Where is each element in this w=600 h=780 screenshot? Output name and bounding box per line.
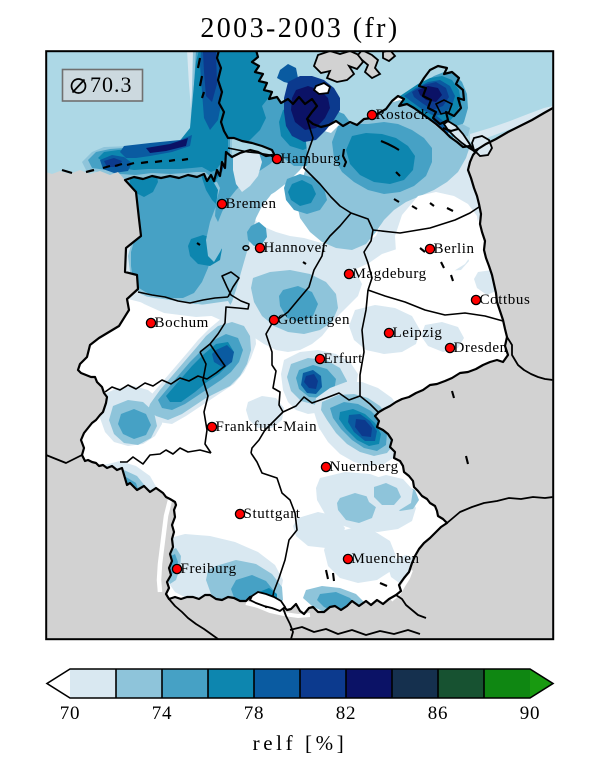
svg-text:Erfurt: Erfurt [324,351,364,367]
svg-text:90: 90 [520,703,541,724]
svg-text:Bremen: Bremen [226,196,277,212]
svg-text:86: 86 [428,703,449,724]
svg-text:Rostock: Rostock [376,107,429,123]
svg-text:70.3: 70.3 [90,72,133,97]
svg-text:Freiburg: Freiburg [181,561,237,577]
svg-text:Hamburg: Hamburg [281,151,342,167]
svg-text:78: 78 [244,703,265,724]
svg-text:Bochum: Bochum [155,315,209,331]
svg-text:Stuttgart: Stuttgart [244,506,301,522]
svg-text:relf [%]: relf [%] [253,731,348,755]
svg-text:Magdeburg: Magdeburg [353,266,427,282]
svg-text:Cottbus: Cottbus [480,292,531,308]
svg-text:Dresden: Dresden [454,340,508,356]
svg-text:Hannover: Hannover [264,240,328,256]
svg-text:70: 70 [60,703,81,724]
svg-text:Goettingen: Goettingen [278,312,351,328]
svg-text:Leipzig: Leipzig [393,325,443,341]
svg-text:74: 74 [152,703,173,724]
svg-text:Nuernberg: Nuernberg [330,459,399,475]
svg-text:Berlin: Berlin [434,241,475,257]
svg-text:Frankfurt-Main: Frankfurt-Main [216,419,318,435]
svg-text:82: 82 [336,703,357,724]
svg-text:Muenchen: Muenchen [352,551,420,567]
